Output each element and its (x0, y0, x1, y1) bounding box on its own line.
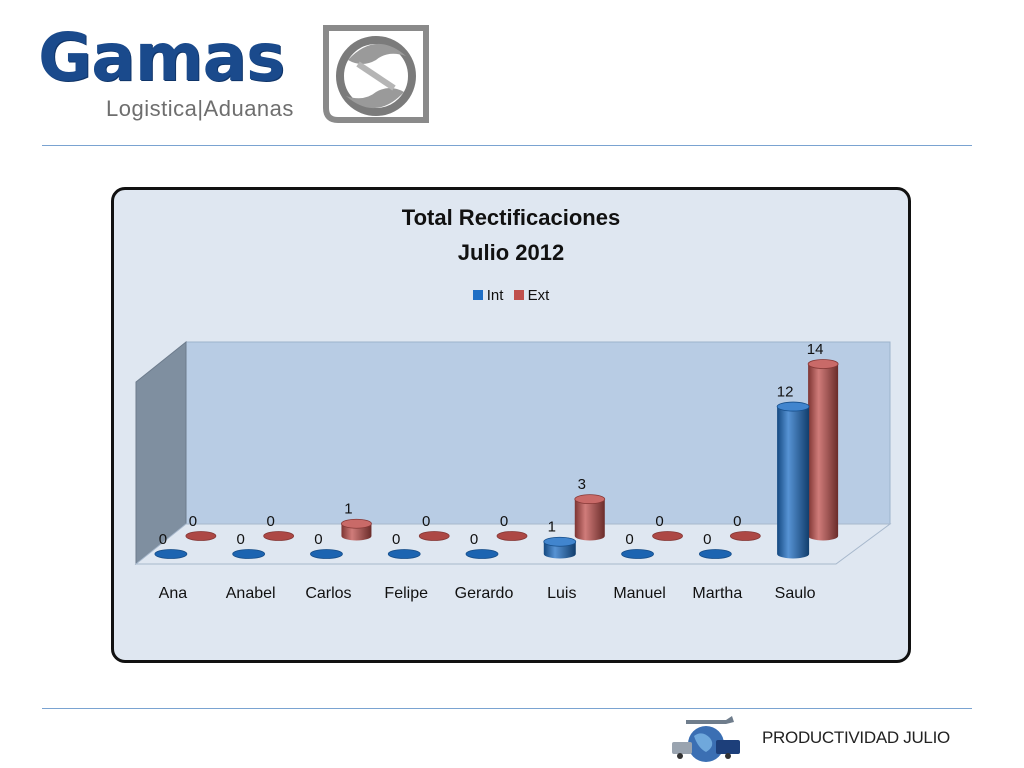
legend-swatch-int (472, 290, 483, 300)
x-tick-label: Luis (547, 585, 576, 602)
chart-plot-area: 0 0 Ana 0 0 Anabel 1 0 Carlos 0 0 Felipe 0 0 Gerardo 3 1… (134, 340, 892, 602)
x-tick-label: Ana (159, 585, 188, 602)
logo-wordmark: Gamas (38, 19, 285, 96)
bar-int-anabel (232, 549, 266, 559)
data-label-int: 0 (159, 531, 167, 548)
data-label-int: 0 (314, 531, 322, 548)
data-label-ext: 0 (500, 513, 508, 530)
legend-item-ext: Ext (513, 287, 550, 304)
legend-label-ext: Ext (527, 287, 550, 304)
legend-item-int: Int (472, 287, 504, 304)
x-tick-label: Felipe (384, 585, 428, 602)
chart-subtitle: Julio 2012 (457, 240, 565, 265)
logo-subtitle: Logistica|Aduanas (106, 96, 294, 121)
bar-int-gerardo (465, 549, 499, 559)
bar-int-martha (698, 549, 732, 559)
chart-container: Total Rectificaciones Julio 2012 Int Ext… (111, 187, 911, 663)
data-label-int: 1 (548, 519, 556, 536)
chart-legend: Int Ext (114, 287, 908, 304)
data-label-ext: 1 (344, 501, 352, 518)
header-divider (42, 145, 972, 146)
legend-label-int: Int (486, 287, 504, 304)
data-label-ext: 0 (733, 513, 741, 530)
data-label-ext: 14 (807, 341, 824, 358)
bar-int-felipe (387, 549, 421, 559)
logo-emblem-icon (323, 25, 429, 123)
bar-int-saulo (776, 401, 810, 559)
legend-swatch-ext (513, 290, 524, 300)
data-label-ext: 0 (655, 513, 663, 530)
data-label-ext: 0 (422, 513, 430, 530)
company-logo: Gamas Logistica|Aduanas (38, 18, 438, 130)
x-tick-label: Anabel (226, 585, 276, 602)
bar-ext-anabel (263, 531, 295, 541)
bar-ext-manuel (652, 531, 683, 541)
logistics-globe-icon (672, 716, 740, 762)
bar-ext-gerardo (496, 531, 528, 541)
footer-divider (42, 708, 972, 709)
x-tick-label: Gerardo (455, 585, 514, 602)
data-label-int: 0 (703, 531, 711, 548)
data-label-int: 0 (236, 531, 244, 548)
x-tick-label: Saulo (775, 585, 816, 602)
bar-ext-felipe (418, 531, 450, 541)
data-label-int: 12 (777, 384, 794, 401)
bar-ext-saulo (807, 359, 839, 541)
x-tick-label: Martha (692, 585, 742, 602)
data-label-ext: 0 (189, 513, 197, 530)
bar-ext-martha (729, 531, 761, 541)
bar-ext-ana (185, 531, 217, 541)
x-tick-label: Carlos (305, 585, 351, 602)
data-label-int: 0 (392, 531, 400, 548)
bar-int-manuel (621, 549, 654, 559)
bar-ext-luis (574, 494, 606, 541)
data-label-int: 0 (470, 531, 478, 548)
data-label-int: 0 (625, 531, 633, 548)
bar-int-ana (154, 549, 188, 559)
data-label-ext: 0 (266, 513, 274, 530)
bar-int-luis (543, 536, 577, 559)
chart-title: Total Rectificaciones (401, 205, 621, 230)
footer-title: PRODUCTIVIDAD JULIO (762, 728, 950, 747)
bar-ext-carlos (341, 518, 372, 541)
x-tick-label: Manuel (613, 585, 665, 602)
bar-int-carlos (310, 549, 343, 559)
data-label-ext: 3 (578, 476, 586, 493)
